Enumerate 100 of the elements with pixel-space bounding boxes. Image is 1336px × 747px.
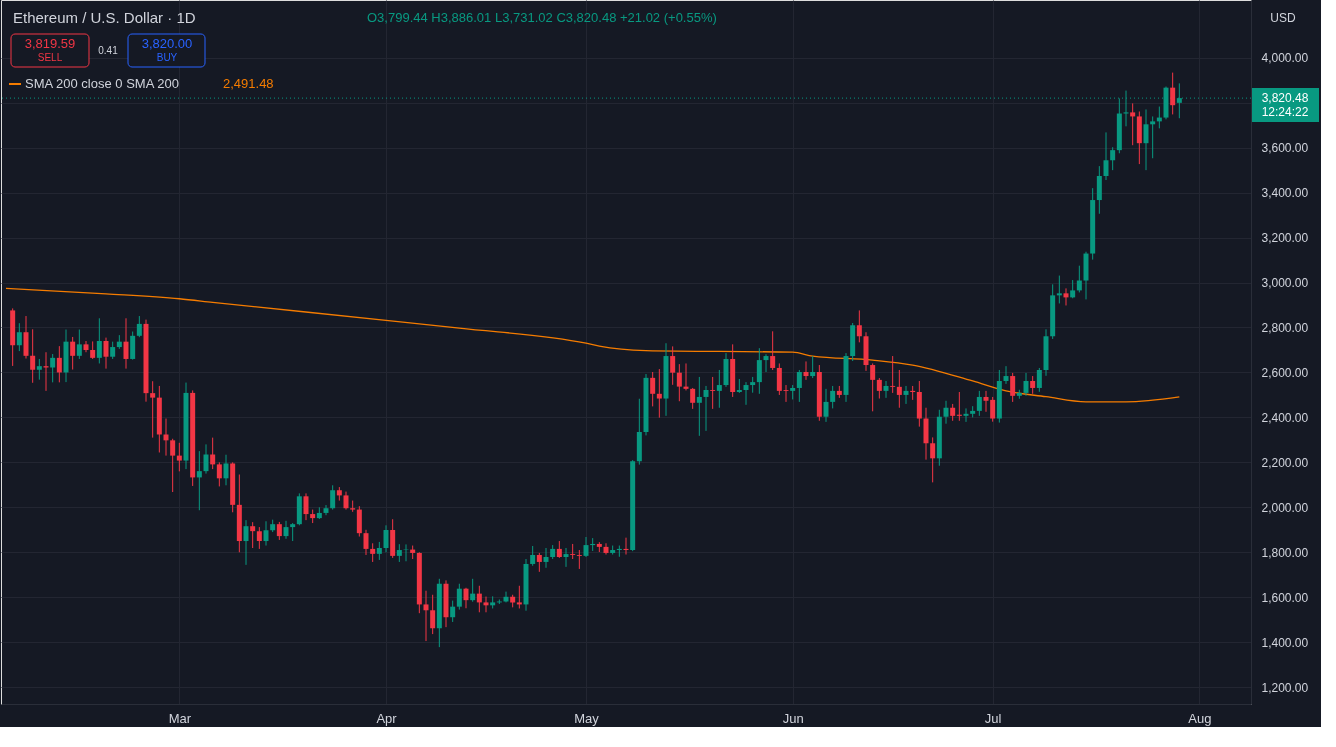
candlestick [330,484,336,511]
candlestick [810,355,816,379]
candlestick [896,369,902,409]
candlestick [363,529,369,556]
candlestick [56,345,62,383]
candlestick [796,369,802,403]
candlestick [530,545,536,567]
candlestick [83,340,89,353]
candlestick [1123,90,1129,127]
candlestick [1170,72,1176,115]
candlestick [1076,265,1082,293]
candlestick [456,583,462,611]
candlestick [430,594,436,635]
candlestick [256,526,262,550]
candlestick [516,585,522,609]
candlestick [1070,279,1076,299]
annotation: SELL [37,52,63,63]
candlestick [70,336,76,371]
candlestick [43,351,49,392]
candlestick [250,521,256,549]
annotation: 2,491.48 [223,76,274,91]
y-tick-label: 1,200.00 [1261,680,1309,695]
candlestick [650,371,656,407]
y-tick-label: 2,000.00 [1261,500,1309,515]
text: USD [1270,11,1296,25]
candlestick [903,385,909,405]
candlestick [96,317,102,364]
y-tick-label: 2,600.00 [1261,365,1309,380]
candlestick [890,355,896,394]
candlestick [50,353,56,383]
y-tick-label: 1,800.00 [1261,545,1309,560]
candlestick [943,400,949,425]
candlestick [136,315,142,338]
y-tick-label: 1,400.00 [1261,635,1309,650]
annotation: BUY [156,52,178,63]
candlestick [16,322,22,352]
candlestick [883,380,889,399]
candlestick [103,337,109,370]
y-tick-label: 2,200.00 [1261,455,1309,470]
candlestick [470,578,476,603]
candlestick [123,317,129,370]
candlestick [563,547,569,568]
candlestick [263,520,269,547]
candlestick [203,443,209,475]
candlestick [743,381,749,406]
x-tick-label: Jul [984,710,1002,726]
candlestick [696,376,702,437]
text: Ethereum / U.S. Dollar · 1D [13,9,196,26]
y-tick-label: 1,600.00 [1261,590,1309,605]
x-tick-label: Apr [376,710,398,726]
candlestick [570,543,576,560]
candlestick [383,524,389,553]
candlestick [303,492,309,521]
candlestick [690,387,696,410]
candlestick [216,461,222,487]
candlestick [603,542,609,556]
candlestick [450,600,456,623]
candlestick [423,590,429,642]
y-tick-label: 2,400.00 [1261,410,1309,425]
candlestick [1063,287,1069,306]
candlestick [1003,365,1009,385]
candlestick [536,552,542,573]
candlestick [1110,146,1116,171]
candlestick [1130,102,1136,146]
y-tick-label: 3,400.00 [1261,186,1309,201]
x-tick-label: Jun [782,710,804,726]
ref-line-label: 3,820.48 [1261,91,1309,106]
candlestick [130,331,136,361]
candlestick [676,363,682,402]
candlestick [1103,131,1109,181]
candlestick [223,454,229,486]
candlestick [36,358,42,381]
candlestick [716,369,722,409]
candlestick [1036,367,1042,393]
y-tick-label: 3,200.00 [1261,231,1309,246]
candlestick [776,362,782,396]
annotation: 3,819.59 [24,36,76,51]
x-tick-label: Mar [168,710,192,726]
candlestick [463,587,469,609]
candlestick [243,519,249,566]
candlestick [756,347,762,395]
candlestick [196,450,202,511]
candlestick [543,547,549,569]
candlestick [976,390,982,417]
candlestick [783,384,789,403]
candlestick [930,436,936,483]
candlestick [876,377,882,400]
y-tick-label: 3,600.00 [1261,141,1309,156]
candlestick [1023,372,1029,397]
candlestick [210,437,216,470]
candlestick [1150,115,1156,159]
candlestick [323,504,329,516]
candlestick [150,380,156,439]
candlestick [30,328,36,384]
candlestick [710,376,716,410]
legend-label: SMA 200 close 0 SMA 200 [25,76,179,91]
candlestick [356,505,362,538]
candlestick [830,385,836,409]
candlestick [656,368,662,419]
y-tick-label: 2,800.00 [1261,321,1309,335]
